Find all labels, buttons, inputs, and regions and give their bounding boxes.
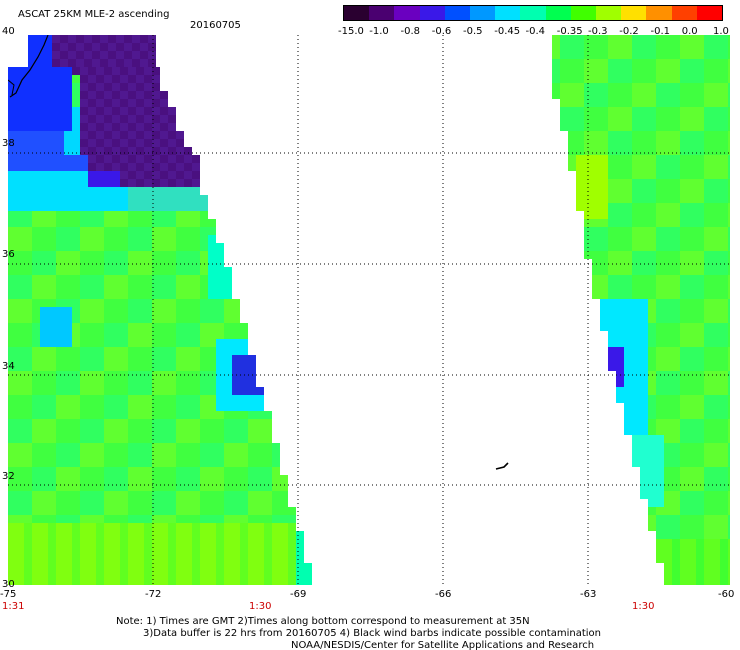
footnote-line-1: Note: 1) Times are GMT 2)Times along bot… xyxy=(116,616,530,627)
lon-tick-label: -60 xyxy=(718,589,735,600)
colorbar-swatch xyxy=(344,6,370,20)
lon-tick-label: -72 xyxy=(145,589,162,600)
colorbar-label: -15.0 xyxy=(338,26,364,37)
colorbar-label: -1.0 xyxy=(369,26,389,37)
map-plot xyxy=(8,35,730,585)
colorbar-label: -0.4 xyxy=(525,26,546,37)
colorbar-swatch xyxy=(596,6,622,20)
colorbar-label: 1.0 xyxy=(713,26,729,37)
colorbar-label: -0.1 xyxy=(650,26,671,37)
colorbar-swatch xyxy=(369,6,395,20)
lat-tick-label: 38 xyxy=(2,138,15,149)
colorbar-swatch xyxy=(646,6,672,20)
colorbar-swatch xyxy=(394,6,420,20)
lon-tick-label: -75 xyxy=(0,589,17,600)
lon-tick-label: -66 xyxy=(435,589,452,600)
lat-tick-label: 30 xyxy=(2,579,15,590)
colorbar-swatch xyxy=(696,6,723,20)
lon-tick-label: -63 xyxy=(580,589,597,600)
wind-barb xyxy=(495,462,509,470)
coastline-island xyxy=(8,79,15,96)
colorbar-label: -0.6 xyxy=(431,26,452,37)
lat-tick-label: 32 xyxy=(2,471,15,482)
colorbar xyxy=(343,5,723,21)
colorbar-label: -0.45 xyxy=(494,26,521,37)
lat-tick-label: 36 xyxy=(2,249,15,260)
colorbar-swatch xyxy=(570,6,597,20)
colorbar-swatch xyxy=(419,6,445,20)
colorbar-label: -0.8 xyxy=(400,26,421,37)
colorbar-swatch xyxy=(671,6,697,20)
chart-date: 20160705 xyxy=(190,20,241,31)
colorbar-swatch xyxy=(495,6,521,20)
colorbar-swatch xyxy=(444,6,471,20)
colorbar-label: -0.2 xyxy=(619,26,639,37)
colorbar-label: 0.0 xyxy=(681,26,698,37)
colorbar-swatch xyxy=(520,6,546,20)
time-label: 1:31 xyxy=(2,601,25,612)
swath-left xyxy=(8,35,312,585)
lat-tick-label: 40 xyxy=(2,26,15,37)
colorbar-label: -0.35 xyxy=(556,26,583,37)
lat-tick-label: 34 xyxy=(2,361,15,372)
time-label: 1:30 xyxy=(249,601,272,612)
colorbar-swatch xyxy=(545,6,571,20)
chart-title: ASCAT 25KM MLE-2 ascending xyxy=(18,9,170,20)
time-label: 1:30 xyxy=(632,601,655,612)
coastline xyxy=(9,35,49,98)
lon-tick-label: -69 xyxy=(290,589,307,600)
grid-lines xyxy=(8,35,730,585)
colorbar-label: -0.5 xyxy=(463,26,483,37)
footnotes: Note: 1) Times are GMT 2)Times along bot… xyxy=(116,616,601,650)
footnote-line-2: 3)Data buffer is 22 hrs from 20160705 4)… xyxy=(143,628,601,639)
colorbar-swatch xyxy=(470,6,496,20)
colorbar-swatch xyxy=(621,6,647,20)
colorbar-label: -0.3 xyxy=(588,26,608,37)
footnote-line-3: NOAA/NESDIS/Center for Satellite Applica… xyxy=(291,640,595,650)
